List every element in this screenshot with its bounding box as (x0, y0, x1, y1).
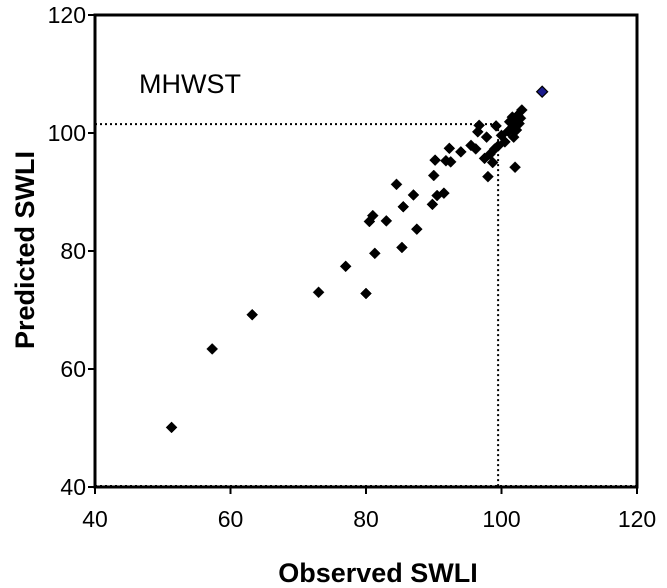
data-point (499, 135, 511, 148)
data-point (515, 104, 528, 116)
data-point (444, 156, 457, 168)
data-point (390, 178, 403, 191)
data-point-highlight (535, 85, 549, 99)
data-point (312, 286, 325, 299)
data-point (339, 260, 352, 273)
data-point (410, 223, 423, 236)
y-tick-label: 100 (48, 120, 86, 146)
data-point (165, 421, 178, 434)
data-point (480, 131, 493, 143)
data-point (360, 287, 372, 300)
reference-lines (95, 123, 637, 487)
data-point (407, 189, 420, 201)
data-point (471, 125, 484, 138)
data-point (427, 169, 440, 182)
x-tick-label: 40 (82, 506, 108, 532)
y-tick-label: 40 (60, 474, 86, 500)
axis-ticks (88, 14, 638, 494)
x-tick-label: 100 (482, 506, 520, 532)
data-point (486, 156, 499, 169)
y-tick-label: 120 (48, 2, 86, 28)
data-point (454, 146, 467, 158)
data-points (165, 85, 549, 434)
data-point (509, 161, 521, 174)
data-point (246, 308, 259, 321)
y-tick-label: 80 (60, 238, 86, 264)
y-tick-label: 60 (60, 356, 86, 382)
data-point (514, 112, 527, 125)
data-point (206, 343, 219, 355)
data-point (473, 119, 485, 132)
data-point (465, 139, 477, 152)
x-tick-label: 120 (618, 506, 656, 532)
data-point (366, 209, 379, 222)
x-axis-title: Observed SWLI (278, 558, 478, 588)
data-point (397, 200, 410, 213)
data-point (482, 170, 494, 183)
data-point (426, 198, 439, 211)
data-point (438, 187, 450, 200)
x-tick-label: 60 (218, 506, 244, 532)
annotation-label: MHWST (139, 69, 241, 99)
data-point (380, 215, 393, 227)
data-point (368, 247, 381, 260)
data-point (490, 120, 502, 132)
tick-labels: 40 60 80 100 120 40 60 80 100 120 (48, 2, 657, 532)
y-axis-title: Predicted SWLI (10, 151, 40, 349)
data-point (429, 154, 441, 166)
x-tick-label: 80 (353, 506, 379, 532)
data-point (469, 143, 482, 155)
data-point (443, 142, 456, 155)
data-point (396, 241, 408, 254)
